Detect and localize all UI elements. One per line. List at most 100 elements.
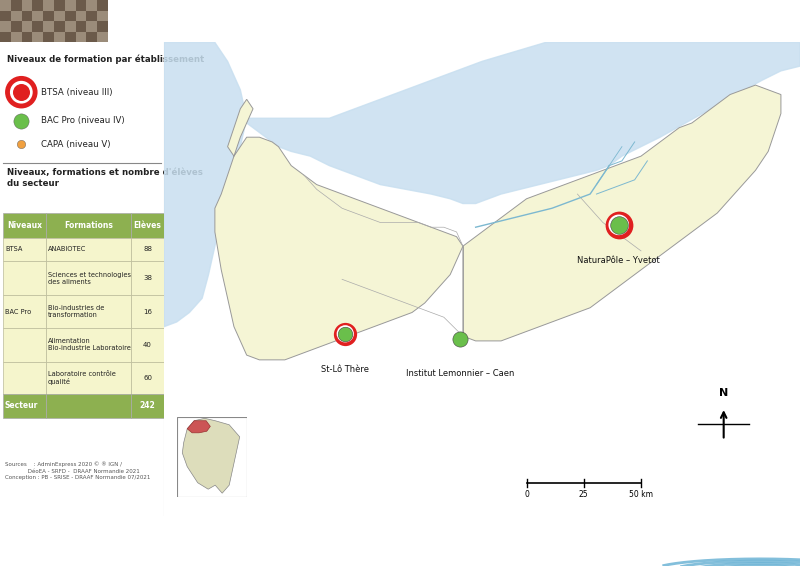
Text: St-Lô Thère: St-Lô Thère [322, 365, 370, 374]
Bar [3, 295, 46, 328]
Bar [76, 11, 86, 21]
Bar [33, 11, 43, 21]
Bar [65, 0, 76, 11]
Bar [43, 0, 54, 11]
Bar [43, 11, 54, 21]
Bar [86, 32, 98, 42]
Polygon shape [463, 85, 781, 341]
Bar [43, 32, 54, 42]
Text: Niveaux de formation par établissement: Niveaux de formation par établissement [6, 54, 204, 64]
Bar [76, 0, 86, 11]
Bar [98, 11, 108, 21]
Bar [46, 213, 131, 238]
Bar [54, 32, 65, 42]
Text: ANABIOTEC: ANABIOTEC [47, 246, 86, 252]
Bar [131, 295, 164, 328]
Bar [11, 22, 22, 32]
Bar [22, 0, 33, 11]
Text: Niveaux, formations et nombre d'élèves
du secteur: Niveaux, formations et nombre d'élèves d… [6, 168, 202, 188]
Text: Secteur "Transformation": Secteur "Transformation" [160, 25, 286, 36]
Bar [98, 0, 108, 11]
Bar [33, 32, 43, 42]
Bar [3, 362, 46, 394]
Text: Alimentation
Bio-industrie Laboratoire: Alimentation Bio-industrie Laboratoire [47, 338, 130, 351]
Bar [131, 362, 164, 394]
Bar [3, 238, 46, 261]
Text: Institut Lemonnier – Caen: Institut Lemonnier – Caen [406, 370, 514, 378]
Point [15, 140, 28, 149]
Bar [65, 11, 76, 21]
Text: Elèves: Elèves [134, 221, 162, 230]
Bar [131, 213, 164, 238]
Text: DE L'AGRICULTURE: DE L'AGRICULTURE [4, 541, 60, 546]
Bar [76, 22, 86, 32]
Bar [86, 22, 98, 32]
Text: BTSA (niveau III): BTSA (niveau III) [41, 88, 113, 97]
Bar [3, 261, 46, 295]
Polygon shape [164, 42, 246, 327]
Text: NaturaPôle – Yvetot: NaturaPôle – Yvetot [578, 256, 660, 265]
Text: Sources    : AdminExpress 2020 © ® IGN /
             DéoEA - SRFD -  DRAAF Norm: Sources : AdminExpress 2020 © ® IGN / Dé… [5, 462, 150, 480]
Bar [46, 295, 131, 328]
Text: MINISTÈRE: MINISTÈRE [4, 530, 39, 535]
Bar [131, 394, 164, 418]
Bar [54, 0, 65, 11]
Text: 60: 60 [143, 375, 152, 381]
Text: Les filières d'enseignement agricole en formation initiale scolaire en Normandie: Les filières d'enseignement agricole en … [160, 10, 677, 20]
Text: Direction Régionale de l'Alimentation, de l'Agriculture et de la Forêt (DRAAF) N: Direction Régionale de l'Alimentation, d… [100, 529, 531, 539]
Text: Niveaux: Niveaux [7, 221, 42, 230]
Polygon shape [240, 42, 800, 204]
Text: 40: 40 [143, 342, 152, 348]
Bar [11, 11, 22, 21]
Bar [33, 22, 43, 32]
Bar [54, 22, 65, 32]
Bar [46, 238, 131, 261]
Bar [11, 0, 22, 11]
Point [612, 220, 625, 229]
Bar [0, 22, 11, 32]
Point [612, 220, 625, 229]
Text: 16: 16 [143, 308, 152, 315]
Bar [3, 213, 46, 238]
Bar [0, 11, 11, 21]
Text: 25: 25 [579, 490, 589, 499]
Bar [3, 394, 46, 418]
Bar [22, 11, 33, 21]
Point [339, 329, 352, 338]
Bar [46, 328, 131, 362]
Bar [0, 32, 11, 42]
Bar [46, 362, 131, 394]
Bar [11, 32, 22, 42]
Text: BAC Pro: BAC Pro [5, 308, 31, 315]
Bar [86, 0, 98, 11]
Text: Sciences et technologies
des aliments: Sciences et technologies des aliments [47, 272, 130, 285]
Text: ET DE L'ALIMENTATION: ET DE L'ALIMENTATION [4, 552, 71, 557]
Text: N: N [719, 388, 728, 398]
Text: Formations: Formations [64, 221, 113, 230]
Point [339, 329, 352, 338]
Point [454, 334, 466, 343]
Bar [46, 394, 131, 418]
Text: Secteur: Secteur [5, 401, 38, 410]
Text: 38: 38 [143, 276, 152, 281]
Point [612, 220, 625, 229]
Bar [131, 261, 164, 295]
Text: CAPA (niveau V): CAPA (niveau V) [41, 140, 110, 149]
Bar [76, 32, 86, 42]
Point [339, 329, 352, 338]
Bar [22, 22, 33, 32]
Bar [98, 32, 108, 42]
Bar [86, 11, 98, 21]
Text: BAC Pro (niveau IV): BAC Pro (niveau IV) [41, 116, 125, 125]
Bar [98, 22, 108, 32]
Polygon shape [182, 418, 240, 493]
Text: 88: 88 [143, 246, 152, 252]
Point [15, 88, 28, 97]
Bar [54, 11, 65, 21]
Bar [131, 238, 164, 261]
Point [15, 116, 28, 125]
Bar [33, 0, 43, 11]
Polygon shape [187, 421, 210, 433]
Text: Bio-industries de
transformation: Bio-industries de transformation [47, 305, 104, 318]
Bar [3, 328, 46, 362]
